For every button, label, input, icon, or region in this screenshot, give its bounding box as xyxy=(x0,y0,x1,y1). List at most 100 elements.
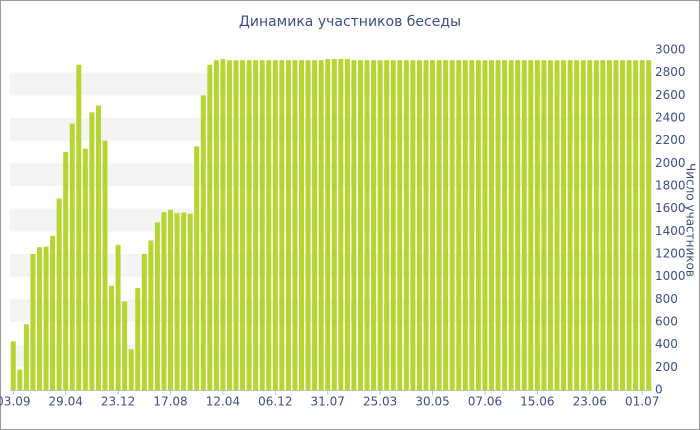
bar xyxy=(200,95,206,390)
x-tick-label: 07.06 xyxy=(468,395,502,409)
bar xyxy=(128,349,134,390)
y-tick-label: 2800 xyxy=(655,65,686,79)
x-tick-label: 29.04 xyxy=(49,395,83,409)
bar xyxy=(357,60,363,390)
bar xyxy=(449,60,455,390)
x-tick-label: 15.06 xyxy=(520,395,554,409)
bar xyxy=(17,369,23,390)
bar xyxy=(76,64,82,390)
bar xyxy=(489,60,494,390)
bar xyxy=(272,60,278,390)
y-tick-label: 400 xyxy=(655,337,678,351)
x-tick-label: 31.07 xyxy=(311,395,345,409)
x-tick-label: 23.12 xyxy=(101,395,135,409)
y-tick-label: 3000 xyxy=(655,43,686,57)
bar xyxy=(56,198,62,390)
bar xyxy=(69,123,75,391)
bar xyxy=(213,60,219,390)
bar xyxy=(626,60,632,390)
bar xyxy=(456,60,462,390)
bar xyxy=(285,60,291,390)
bar xyxy=(30,254,36,390)
bar xyxy=(377,60,383,390)
bar xyxy=(443,60,449,390)
bar xyxy=(390,60,396,390)
x-tick-label: 25.03 xyxy=(363,395,397,409)
x-tick-label: 12.04 xyxy=(206,395,240,409)
bar xyxy=(528,60,534,390)
bar xyxy=(613,60,619,390)
y-tick-label: 1000 xyxy=(655,269,686,283)
y-tick-label: 1400 xyxy=(655,224,686,238)
x-tick-label: 23.06 xyxy=(573,395,607,409)
bar xyxy=(593,60,599,390)
bar xyxy=(135,288,141,390)
bar xyxy=(318,60,324,390)
bar xyxy=(89,112,95,390)
bar xyxy=(109,285,115,390)
bar xyxy=(325,59,331,391)
bar xyxy=(240,60,246,390)
y-tick-label: 1200 xyxy=(655,247,686,261)
bar xyxy=(312,60,318,390)
bar xyxy=(233,60,239,390)
y-tick-label: 2000 xyxy=(655,156,686,170)
bar xyxy=(187,213,193,390)
bar xyxy=(436,60,442,390)
chart-title: Динамика участников беседы xyxy=(239,14,461,30)
bar xyxy=(423,60,429,390)
bar xyxy=(567,60,573,390)
bar xyxy=(639,60,645,390)
x-tick-label: 03.09 xyxy=(0,395,30,409)
bar xyxy=(547,60,553,390)
bar xyxy=(620,60,626,390)
bar xyxy=(115,244,121,390)
bar xyxy=(279,60,285,390)
bar xyxy=(587,60,593,390)
bar xyxy=(561,60,567,390)
bar xyxy=(633,60,639,390)
bar xyxy=(181,212,187,390)
x-tick-label: 01.07 xyxy=(625,395,659,409)
bar xyxy=(148,240,154,390)
bar xyxy=(102,140,108,390)
bar xyxy=(154,222,160,390)
bar xyxy=(462,60,468,390)
bar xyxy=(253,60,259,390)
bar xyxy=(207,64,213,390)
bar xyxy=(430,60,436,390)
bar xyxy=(161,212,167,390)
bar xyxy=(50,235,56,390)
bar xyxy=(259,60,265,390)
bar xyxy=(95,105,101,391)
bar xyxy=(600,60,606,390)
bar xyxy=(36,247,42,390)
y-axis-label: Число участников xyxy=(684,163,698,277)
bar xyxy=(266,60,272,390)
y-tick-label: 600 xyxy=(655,315,678,329)
bar xyxy=(292,60,298,390)
y-tick-label: 1600 xyxy=(655,201,686,215)
bar xyxy=(495,60,501,390)
bar xyxy=(416,60,422,390)
bar xyxy=(554,60,560,390)
bar xyxy=(508,60,514,390)
bar xyxy=(351,60,357,390)
x-tick-label: 30.05 xyxy=(415,395,449,409)
y-tick-label: 200 xyxy=(655,360,678,374)
bar xyxy=(82,148,88,390)
y-tick-label: 2600 xyxy=(655,88,686,102)
bar xyxy=(344,59,350,391)
x-tick-label: 17.08 xyxy=(153,395,187,409)
bar xyxy=(63,152,69,390)
bar xyxy=(403,60,409,390)
bar xyxy=(168,209,173,390)
bar xyxy=(174,213,180,390)
bar xyxy=(23,324,29,390)
bar xyxy=(541,60,547,390)
bar xyxy=(475,60,481,390)
y-tick-label: 0 xyxy=(655,383,663,397)
bar xyxy=(338,59,344,391)
bar xyxy=(606,60,612,390)
bar xyxy=(226,60,232,390)
